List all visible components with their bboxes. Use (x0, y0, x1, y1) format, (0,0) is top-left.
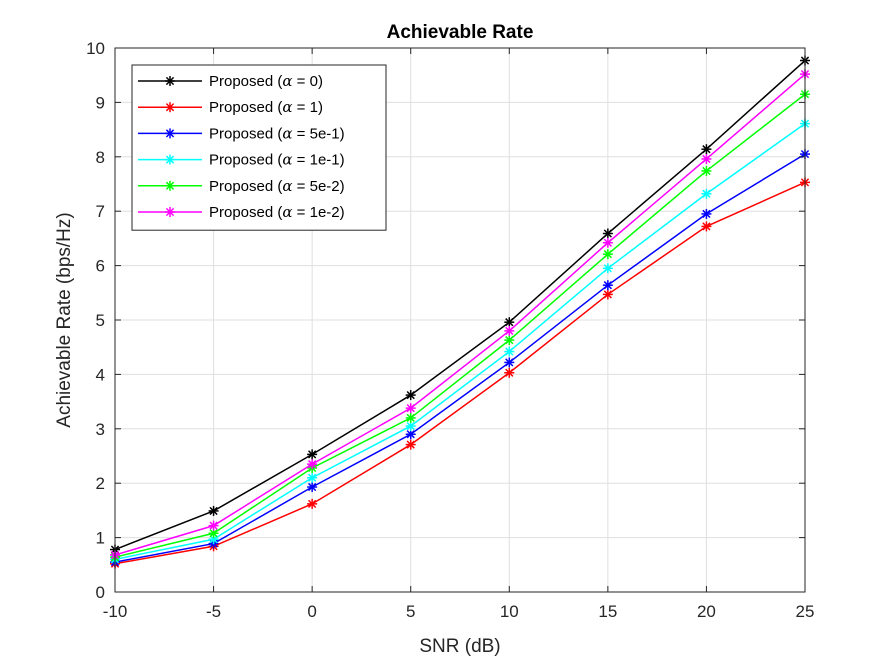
data-point (405, 421, 416, 432)
series-line (114, 153, 806, 563)
x-axis-label: SNR (dB) (419, 636, 500, 657)
data-point (701, 208, 712, 219)
y-tick-label: 9 (96, 93, 105, 112)
data-point (307, 459, 318, 470)
legend-marker (165, 154, 175, 165)
legend-marker (165, 128, 175, 139)
data-point (405, 403, 416, 414)
data-point (405, 412, 416, 423)
data-point (701, 188, 712, 199)
legend-entry: Proposed (α = 1e-1) (138, 151, 345, 169)
y-tick-label: 8 (96, 148, 105, 167)
data-point (602, 289, 613, 300)
data-point (602, 280, 613, 291)
legend-label: Proposed (α = 0) (209, 72, 323, 90)
legend-entry: Proposed (α = 1) (138, 98, 323, 116)
data-point (405, 390, 416, 401)
series-line (114, 59, 806, 551)
data-point (504, 367, 515, 378)
y-tick-label: 2 (96, 474, 105, 493)
data-point (208, 505, 219, 516)
legend-marker (165, 207, 175, 217)
data-point (602, 228, 613, 239)
data-point (701, 221, 712, 232)
legend-marker (165, 180, 175, 191)
x-tick-label: 25 (796, 602, 815, 621)
data-point (504, 317, 515, 328)
y-tick-label: 10 (86, 39, 105, 58)
y-tick-label: 5 (96, 311, 105, 330)
data-point (307, 498, 318, 509)
data-point (405, 429, 416, 440)
legend-label: Proposed (α = 5e-1) (209, 124, 345, 142)
series-line (114, 73, 806, 556)
ticks: -10 -5 0 5 10 15 20 25 0 1 2 3 4 5 6 7 8 9 10 (86, 39, 814, 621)
data-point (602, 249, 613, 260)
data-point (504, 357, 515, 368)
data-point (701, 165, 712, 176)
data-point (504, 346, 515, 357)
legend: Proposed (α = 0) Proposed (α = 1) Proposed… (131, 64, 387, 231)
y-tick-label: 1 (96, 529, 105, 548)
legend-entry: Proposed (α = 1e-2) (138, 203, 345, 221)
data-point (405, 439, 416, 450)
data-point (208, 520, 219, 531)
y-tick-label: 6 (96, 257, 105, 276)
legend-entry: Proposed (α = 0) (138, 72, 323, 90)
data-point (307, 449, 318, 460)
series-3 (110, 118, 810, 565)
series-line (114, 123, 806, 561)
x-tick-label: -5 (206, 602, 221, 621)
data-point (602, 237, 613, 248)
series-line (114, 181, 806, 565)
data-point (701, 153, 712, 164)
data-point (307, 472, 318, 483)
x-tick-label: 0 (307, 602, 316, 621)
legend-marker (165, 76, 175, 86)
data-point (504, 325, 515, 336)
data-point (701, 144, 712, 155)
legend-entry: Proposed (α = 5e-2) (138, 177, 345, 195)
data-point (504, 335, 515, 346)
legend-label: Proposed (α = 5e-2) (209, 177, 345, 195)
x-tick-label: 15 (598, 602, 617, 621)
data-point (208, 534, 219, 545)
x-tick-label: 20 (697, 602, 716, 621)
series-line (114, 93, 806, 558)
data-point (602, 263, 613, 274)
y-tick-label: 0 (96, 583, 105, 602)
legend-box (131, 64, 387, 231)
legend-entry: Proposed (α = 5e-1) (138, 124, 345, 142)
legend-label: Proposed (α = 1) (209, 98, 323, 116)
legend-marker (165, 102, 175, 113)
x-tick-label: 10 (500, 602, 519, 621)
y-tick-label: 7 (96, 202, 105, 221)
y-axis-label: Achievable Rate (bps/Hz) (54, 212, 75, 427)
x-tick-label: 5 (406, 602, 415, 621)
y-tick-label: 3 (96, 420, 105, 439)
y-tick-label: 4 (96, 365, 105, 384)
x-tick-label: -10 (103, 602, 128, 621)
chart-title: Achievable Rate (387, 22, 534, 43)
legend-label: Proposed (α = 1e-1) (209, 151, 345, 169)
data-point (307, 482, 318, 493)
legend-label: Proposed (α = 1e-2) (209, 203, 345, 221)
